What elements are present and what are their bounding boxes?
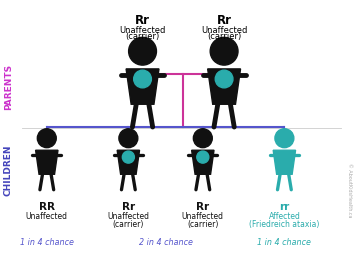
Text: Unaffected: Unaffected	[201, 26, 247, 35]
Text: RR: RR	[39, 201, 55, 212]
Ellipse shape	[134, 70, 151, 88]
Text: Rr: Rr	[216, 14, 232, 27]
Text: (carrier): (carrier)	[187, 220, 219, 229]
Ellipse shape	[210, 37, 238, 65]
Text: 1 in 4 chance: 1 in 4 chance	[20, 238, 74, 247]
Polygon shape	[192, 150, 214, 174]
Ellipse shape	[275, 129, 294, 148]
Text: rr: rr	[279, 201, 289, 212]
Text: 1 in 4 chance: 1 in 4 chance	[257, 238, 311, 247]
Text: Rr: Rr	[196, 201, 209, 212]
Text: 2 in 4 chance: 2 in 4 chance	[138, 238, 193, 247]
Text: Unaffected: Unaffected	[108, 212, 150, 221]
Polygon shape	[117, 150, 140, 174]
Text: Unaffected: Unaffected	[182, 212, 224, 221]
Text: (carrier): (carrier)	[112, 220, 144, 229]
Polygon shape	[208, 69, 241, 104]
Ellipse shape	[215, 70, 233, 88]
Text: (Friedreich ataxia): (Friedreich ataxia)	[249, 220, 320, 229]
Polygon shape	[273, 150, 295, 174]
Text: (carrier): (carrier)	[125, 32, 159, 41]
Polygon shape	[36, 150, 58, 174]
Ellipse shape	[37, 129, 56, 148]
Ellipse shape	[122, 151, 134, 163]
Polygon shape	[126, 69, 159, 104]
Text: Rr: Rr	[135, 14, 150, 27]
Ellipse shape	[129, 37, 156, 65]
Text: Unaffected: Unaffected	[119, 26, 166, 35]
Text: CHILDREN: CHILDREN	[4, 144, 13, 196]
Text: © AboutKidsHealth.ca: © AboutKidsHealth.ca	[347, 163, 352, 217]
Ellipse shape	[119, 129, 138, 148]
Text: (carrier): (carrier)	[207, 32, 241, 41]
Ellipse shape	[197, 151, 209, 163]
Text: Rr: Rr	[122, 201, 135, 212]
Ellipse shape	[193, 129, 212, 148]
Text: Affected: Affected	[268, 212, 300, 221]
Text: PARENTS: PARENTS	[4, 64, 13, 110]
Text: Unaffected: Unaffected	[26, 212, 68, 221]
